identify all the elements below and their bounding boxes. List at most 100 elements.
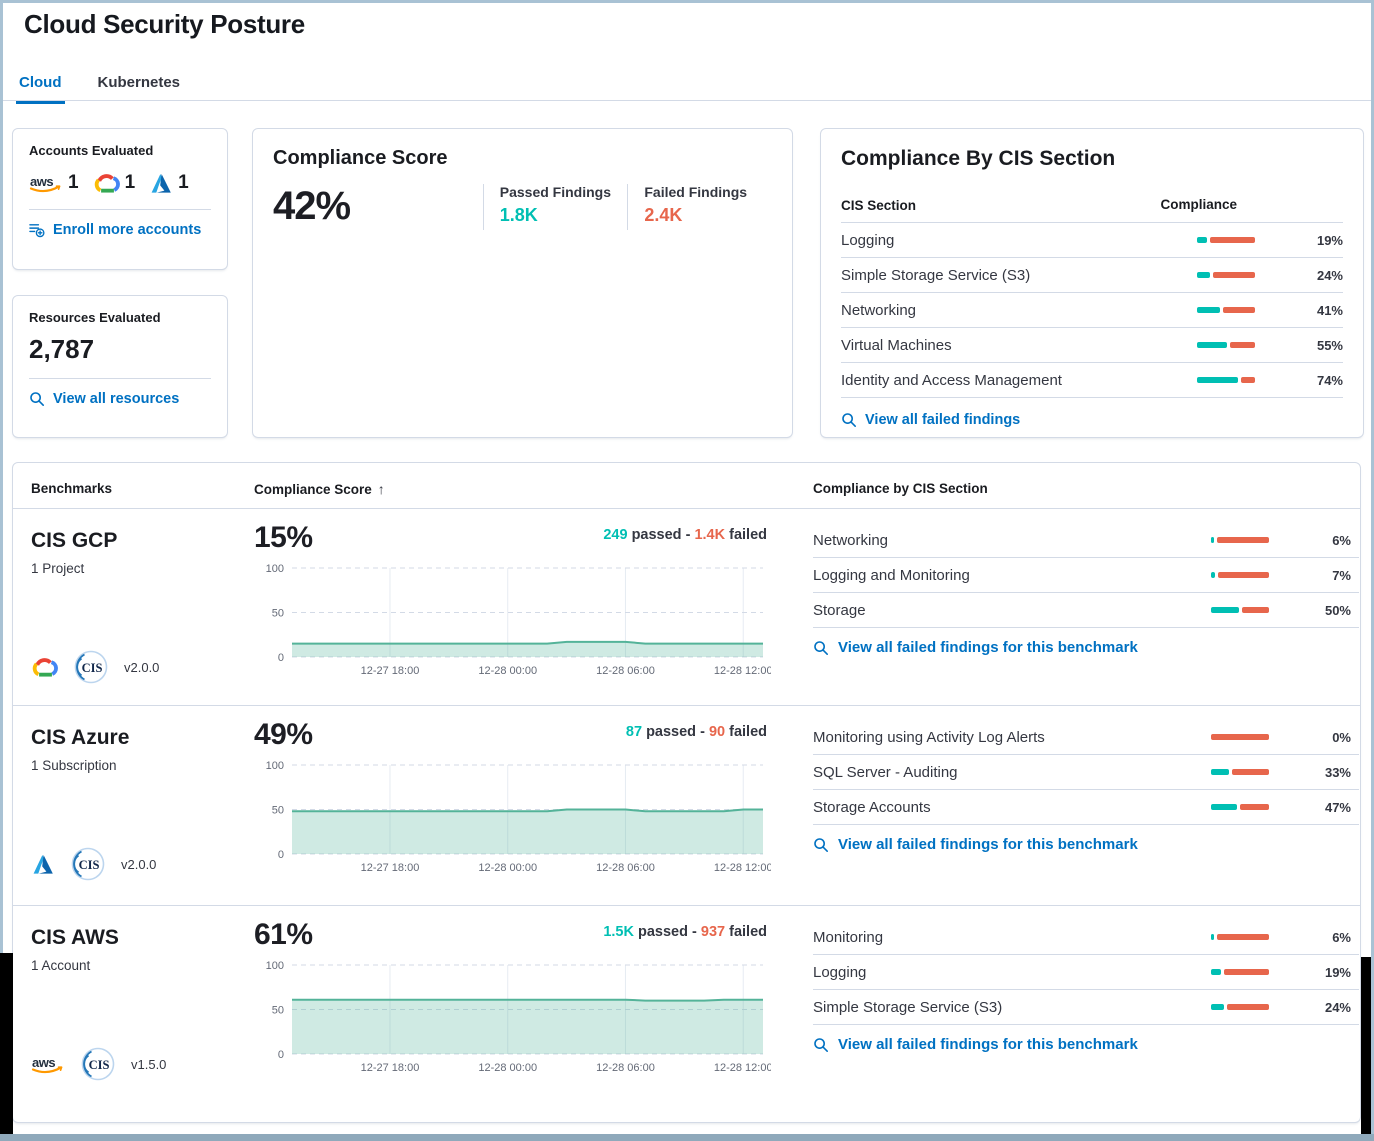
gcp-logo-icon [31,656,58,678]
benchmark-score: 61% [254,918,313,951]
gcp-logo-icon [93,172,120,194]
window-frame-right [1371,0,1374,1141]
enroll-more-accounts-link[interactable]: Enroll more accounts [29,222,211,238]
compliance-column-header: Compliance [1160,197,1237,212]
search-icon [841,412,857,428]
compliance-score-card: Compliance Score 42% Passed Findings 1.8… [252,128,797,638]
svg-text:12-28 12:00: 12-28 12:00 [714,1062,771,1074]
cis-section-row: Simple Storage Service (S3) 24% [813,990,1359,1025]
svg-text:12-28 00:00: 12-28 00:00 [478,665,537,677]
benchmark-trend-chart: 12-27 18:00 12-28 00:00 12-28 06:00 12-28 1… [256,758,771,878]
cis-section-label: Monitoring using Activity Log Alerts [813,728,1045,746]
search-icon [813,1037,829,1053]
svg-text:0: 0 [278,849,284,861]
benchmark-version: v2.0.0 [124,659,160,675]
gcp-account-count: 1 [124,172,136,193]
benchmark-passed-count[interactable]: 1.5K [603,924,634,940]
window-frame-left [0,0,3,1141]
svg-text:100: 100 [266,760,284,772]
benchmark-passed-failed: 1.5K passed - 937 failed [254,924,767,940]
benchmark-failed-count[interactable]: 1.4K [694,527,726,543]
cis-section-row: Monitoring 6% [813,920,1359,955]
benchmark-failed-count[interactable]: 937 [700,924,726,940]
svg-text:12-28 06:00: 12-28 06:00 [596,1062,655,1074]
accounts-evaluated-title: Accounts Evaluated [29,143,154,158]
compliance-percent: 6% [1332,929,1351,945]
svg-text:aws: aws [32,1055,55,1070]
compliance-score-stats: 42% Passed Findings 1.8K Failed Findings… [273,184,772,230]
benchmark-cis-sections: Monitoring 6% Logging 19% Simple Storage… [813,920,1359,1025]
view-benchmark-failed-findings-link[interactable]: View all failed findings for this benchm… [813,836,1138,853]
page-title: Cloud Security Posture [24,9,305,39]
benchmark-failed-count[interactable]: 90 [708,724,726,740]
passed-word: passed [631,527,682,543]
benchmark-name: CIS AWS [31,926,119,949]
cis-table-header: CIS Section Compliance [841,197,1343,223]
card-divider [29,209,211,210]
passed-word: passed [646,724,697,740]
tab-cloud[interactable]: Cloud [16,70,65,104]
view-benchmark-failed-findings-link[interactable]: View all failed findings for this benchm… [813,639,1138,656]
providers-row: aws 1 1 1 [29,169,211,197]
benchmark-passed-count[interactable]: 87 [625,724,643,740]
cis-section-row: Monitoring using Activity Log Alerts 0% [813,720,1359,755]
compliance-bar [1211,804,1269,810]
view-all-failed-findings-link[interactable]: View all failed findings [841,412,1343,428]
svg-text:12-28 00:00: 12-28 00:00 [478,862,537,874]
compliance-bar [1211,572,1269,578]
window-frame-bottom [0,1134,1374,1141]
benchmark-passed-count[interactable]: 249 [603,527,628,543]
compliance-percent: 74% [1316,372,1343,388]
compliance-score-title: Compliance Score [273,147,448,169]
benchmarks-column-header: Benchmarks [31,481,113,496]
compliance-percent: 24% [1316,267,1343,283]
azure-account-count: 1 [178,172,189,193]
aws-logo-icon: aws [31,1054,65,1075]
cis-section-label: Logging and Monitoring [813,566,970,584]
benchmark-logos: CIS v2.0.0 [31,647,159,687]
dash: - [685,527,691,543]
benchmark-trend-chart: 12-27 18:00 12-28 00:00 12-28 06:00 12-28 1… [256,958,771,1078]
cis-section-label: Networking [841,301,917,319]
benchmark-row-cis-azure: CIS Azure 1 Subscription CIS v2.0.0 49% … [13,706,1360,906]
svg-text:CIS: CIS [79,858,100,872]
view-benchmark-failed-findings-link[interactable]: View all failed findings for this benchm… [813,1036,1138,1053]
svg-text:12-28 06:00: 12-28 06:00 [596,862,655,874]
failed-findings-value[interactable]: 2.4K [644,205,683,225]
benchmark-cis-sections: Monitoring using Activity Log Alerts 0% … [813,720,1359,825]
tab-kubernetes[interactable]: Kubernetes [97,74,181,91]
benchmark-name: CIS Azure [31,726,130,749]
svg-text:100: 100 [266,563,284,575]
svg-text:12-27 18:00: 12-27 18:00 [361,862,420,874]
compliance-score-column-header[interactable]: Compliance Score ↑ [254,481,385,497]
view-all-resources-link[interactable]: View all resources [29,391,211,407]
cis-section-row: Storage 50% [813,593,1359,628]
cis-section-label: Monitoring [813,928,884,946]
dash: - [700,724,705,740]
benchmark-passed-failed: 249 passed - 1.4K failed [254,527,767,543]
compliance-by-cis-section-card: Compliance By CIS Section CIS Section Co… [820,128,1364,438]
passed-findings-value[interactable]: 1.8K [499,205,538,225]
svg-text:50: 50 [272,1005,284,1017]
view-all-failed-findings-label: View all failed findings [865,412,1021,428]
compliance-percent: 47% [1324,799,1351,815]
svg-text:12-28 12:00: 12-28 12:00 [714,862,771,874]
svg-text:aws: aws [30,174,53,189]
benchmark-row-cis-gcp: CIS GCP 1 Project CIS v2.0.0 15% 249 pas… [13,509,1360,706]
dash: - [692,924,697,940]
svg-text:50: 50 [272,805,284,817]
passed-word: passed [638,924,688,940]
svg-text:12-27 18:00: 12-27 18:00 [361,665,420,677]
aws-account-count: 1 [68,172,79,193]
compliance-bar [1197,377,1255,383]
cis-section-row: Logging and Monitoring 7% [813,558,1359,593]
window-frame-top [0,0,1374,3]
search-icon [813,837,829,853]
compliance-percent: 19% [1316,232,1343,248]
failed-findings-label: Failed Findings [644,184,748,200]
cis-section-row: Networking 6% [813,523,1359,558]
view-benchmark-failed-findings-label: View all failed findings for this benchm… [838,1036,1138,1053]
compliance-percent: 41% [1316,302,1343,318]
benchmark-scope: 1 Subscription [31,758,117,773]
